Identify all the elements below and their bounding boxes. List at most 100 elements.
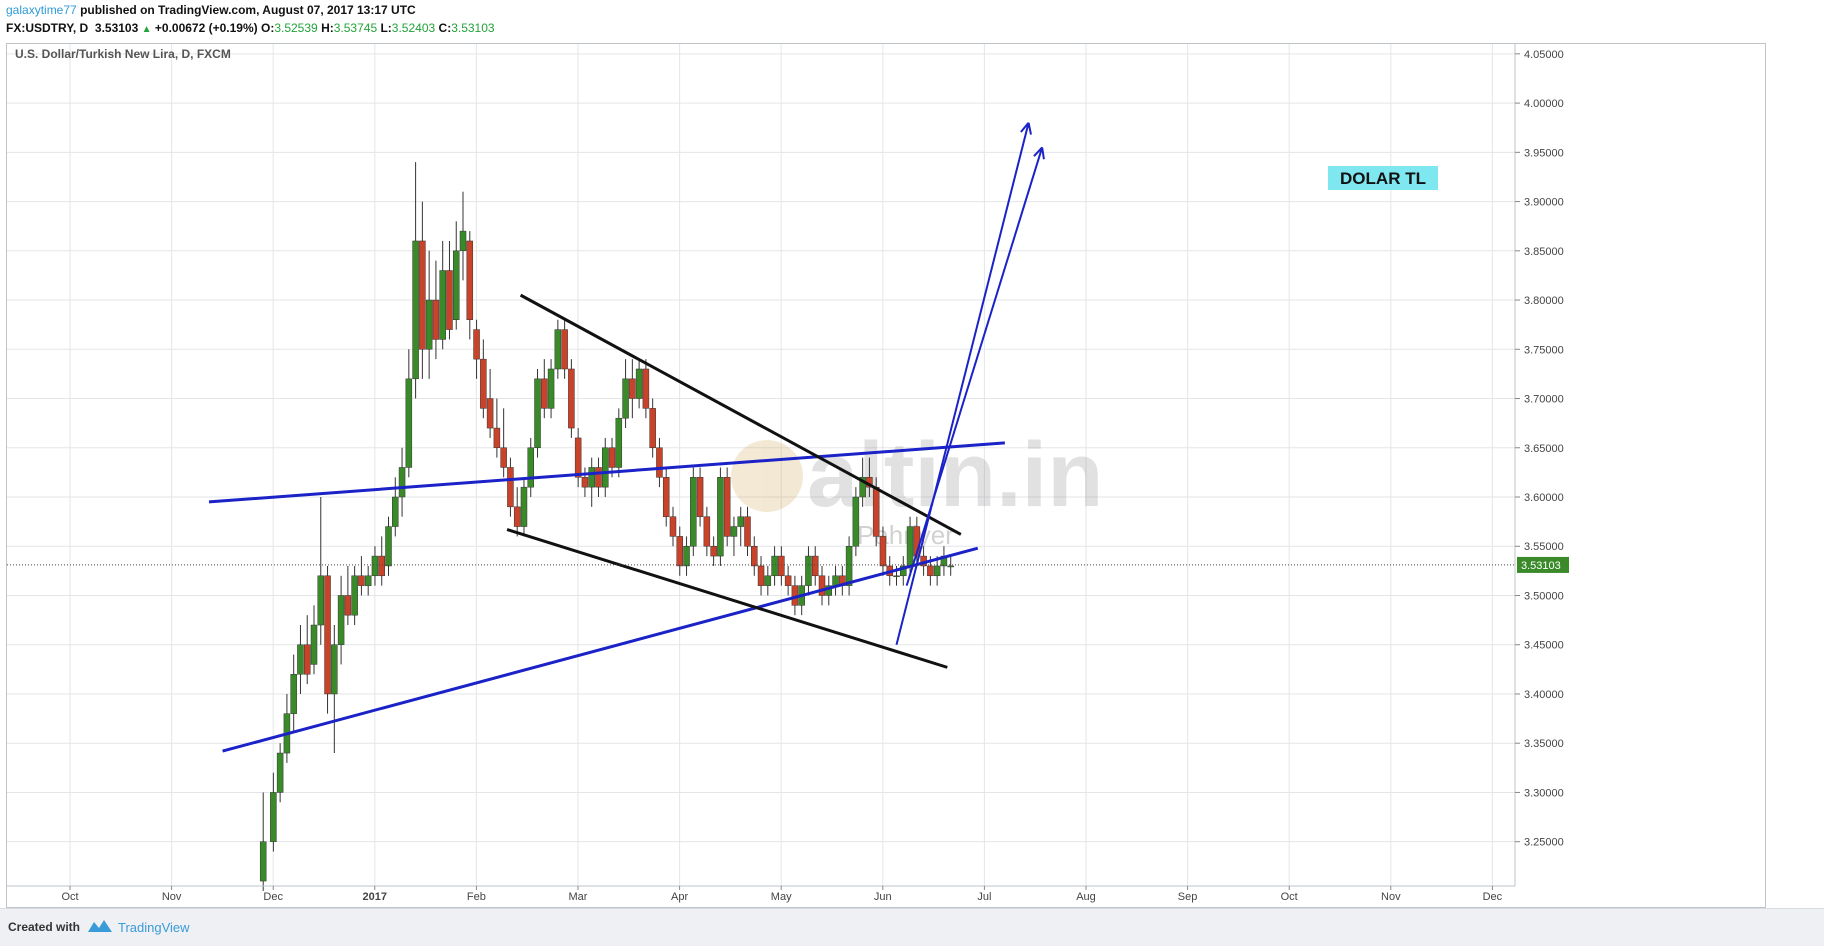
candle-down xyxy=(344,595,352,616)
x-tick-label: Jul xyxy=(977,891,991,903)
projection-arrow[interactable] xyxy=(895,122,1030,645)
candle-up xyxy=(832,575,839,586)
candle-down xyxy=(656,447,663,478)
candle-up xyxy=(371,555,379,577)
candle-down xyxy=(541,378,548,409)
candle-down xyxy=(581,477,589,488)
candle-up xyxy=(845,545,853,586)
candle-down xyxy=(629,378,636,399)
candle-up xyxy=(331,644,338,695)
candle-up xyxy=(615,417,623,468)
x-tick-label: Jun xyxy=(874,891,892,903)
candle-up xyxy=(351,575,358,616)
y-tick-label: 3.30000 xyxy=(1524,787,1564,799)
y-tick-label: 3.50000 xyxy=(1524,590,1564,602)
candle-up xyxy=(317,575,325,626)
candle-down xyxy=(879,536,887,567)
created-with-text: Created with xyxy=(8,920,81,934)
close-label: C: xyxy=(438,21,452,35)
x-tick-label: Aug xyxy=(1076,891,1096,903)
candle-down xyxy=(784,575,792,586)
x-tick-label: Oct xyxy=(61,891,78,903)
y-tick-label: 3.80000 xyxy=(1524,295,1564,307)
arrow-head xyxy=(1027,122,1032,135)
author-link[interactable]: galaxytime77 xyxy=(6,3,77,17)
candle-down xyxy=(507,467,514,508)
candle-up xyxy=(459,230,467,252)
candle-down xyxy=(872,486,880,537)
candle-down xyxy=(811,555,819,577)
chart-frame[interactable]: altin.in Pahriyer 3.25000 3.30000 3.35000 3… xyxy=(6,43,1766,908)
arrows xyxy=(895,122,1045,645)
trendline-blue[interactable] xyxy=(208,441,1005,504)
y-tick-label: 3.35000 xyxy=(1524,738,1564,750)
candle-down xyxy=(703,516,711,547)
trendline-black[interactable] xyxy=(506,528,948,669)
candle-down xyxy=(446,270,453,330)
price-chart[interactable]: altin.in Pahriyer 3.250003.300003.350003… xyxy=(7,44,1765,907)
candle-up xyxy=(385,526,392,567)
candle-up xyxy=(893,575,900,578)
y-tick-label: 4.05000 xyxy=(1524,49,1564,61)
x-tick-label: Mar xyxy=(569,891,588,903)
candle-up xyxy=(635,368,643,399)
x-tick-label: Dec xyxy=(263,891,283,903)
candle-down xyxy=(473,329,480,360)
candle-up xyxy=(297,644,304,675)
symbol-label: FX:USDTRY, D xyxy=(6,21,89,35)
candle-up xyxy=(547,368,555,409)
candle-up xyxy=(690,477,697,547)
candle-down xyxy=(513,506,521,527)
y-tick-label: 3.65000 xyxy=(1524,443,1564,455)
candle-down xyxy=(723,477,731,537)
last-price-tag-label: 3.53103 xyxy=(1521,560,1561,572)
candle-up xyxy=(771,555,778,577)
annotation-box xyxy=(1328,166,1438,190)
y-tick-label: 3.85000 xyxy=(1524,246,1564,258)
last-price-tag xyxy=(1517,556,1569,573)
chart-title: U.S. Dollar/Turkish New Lira, D, FXCM xyxy=(15,47,231,61)
candle-down xyxy=(480,358,487,409)
candle-up xyxy=(310,624,318,665)
x-tick-label: May xyxy=(771,891,792,903)
candles xyxy=(259,162,954,891)
candle-up xyxy=(717,477,724,557)
x-tick-label: Apr xyxy=(671,891,688,903)
candle-up xyxy=(906,526,914,567)
annotation-label: DOLAR TL xyxy=(1340,169,1426,188)
x-tick-label: Feb xyxy=(467,891,486,903)
candle-down xyxy=(324,575,331,695)
candle-up xyxy=(392,496,399,527)
candle-up xyxy=(520,486,528,527)
trendline-blue[interactable] xyxy=(222,546,979,753)
x-tick-label: 2017 xyxy=(363,891,387,903)
high-label: H: xyxy=(321,21,334,35)
candle-up xyxy=(859,477,866,498)
candle-up xyxy=(439,270,446,340)
candle-down xyxy=(662,477,670,517)
tradingview-link[interactable]: TradingView xyxy=(118,920,190,935)
y-tick-label: 3.60000 xyxy=(1524,492,1564,504)
arrow-head xyxy=(1020,122,1030,133)
footer: Created with TradingView xyxy=(0,908,1824,946)
candle-down xyxy=(676,536,684,567)
candle-down xyxy=(419,240,426,350)
candle-up xyxy=(554,329,562,370)
trendlines xyxy=(208,293,1005,753)
projection-arrow[interactable] xyxy=(905,147,1044,586)
candle-up xyxy=(364,575,372,586)
x-tick-label: Dec xyxy=(1483,891,1503,903)
open-label: O: xyxy=(260,21,275,35)
candle-down xyxy=(493,427,501,449)
tradingview-logo-icon[interactable] xyxy=(86,916,114,936)
candle-down xyxy=(568,368,575,429)
x-tick-label: Nov xyxy=(1381,891,1401,903)
candle-down xyxy=(757,565,765,586)
candle-up xyxy=(683,545,690,567)
candle-down xyxy=(649,408,656,449)
trendline-black[interactable] xyxy=(519,293,962,536)
candle-down xyxy=(432,299,440,340)
candle-down xyxy=(486,398,494,429)
candle-up xyxy=(405,378,413,468)
open-value: 3.52539 xyxy=(274,21,318,35)
